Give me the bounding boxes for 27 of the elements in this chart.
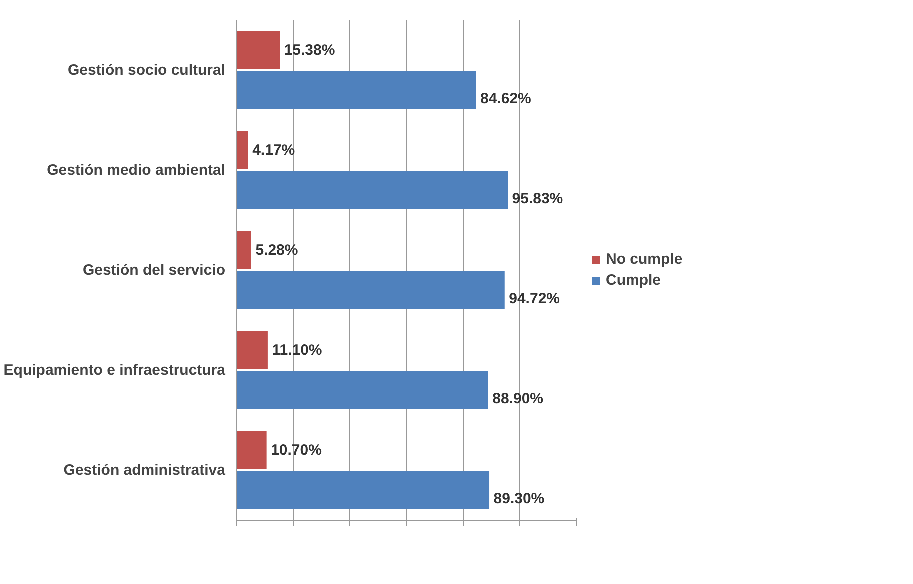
y-tick-label: Equipamiento e infraestructura	[4, 362, 226, 379]
data-label: 89.30%	[494, 490, 545, 508]
y-tick-label: Gestión medio ambiental	[47, 162, 226, 179]
data-label: 4.17%	[252, 142, 296, 159]
data-label: 95.83%	[512, 190, 564, 208]
bar	[236, 72, 476, 110]
bar	[236, 372, 488, 410]
y-tick-label: Gestión socio cultural	[68, 62, 226, 79]
data-label: 15.38%	[284, 42, 336, 59]
bar	[236, 32, 280, 70]
data-label: 88.90%	[492, 390, 544, 408]
bar	[236, 272, 505, 310]
y-tick-label: Gestión administrativa	[64, 462, 226, 479]
legend-label: No cumple	[606, 251, 683, 268]
bar	[236, 332, 268, 370]
data-label: 10.70%	[271, 442, 322, 459]
data-label: 94.72%	[509, 290, 560, 308]
data-label: 84.62%	[480, 90, 532, 108]
data-label: 11.10%	[272, 342, 322, 359]
data-label: 5.28%	[256, 242, 298, 259]
bar	[236, 132, 248, 170]
legend-label: Cumple	[606, 272, 662, 289]
bar	[236, 432, 267, 470]
y-tick-label: Gestión del servicio	[82, 262, 226, 279]
bar	[236, 472, 490, 510]
bar	[236, 172, 508, 210]
bar	[236, 232, 252, 270]
